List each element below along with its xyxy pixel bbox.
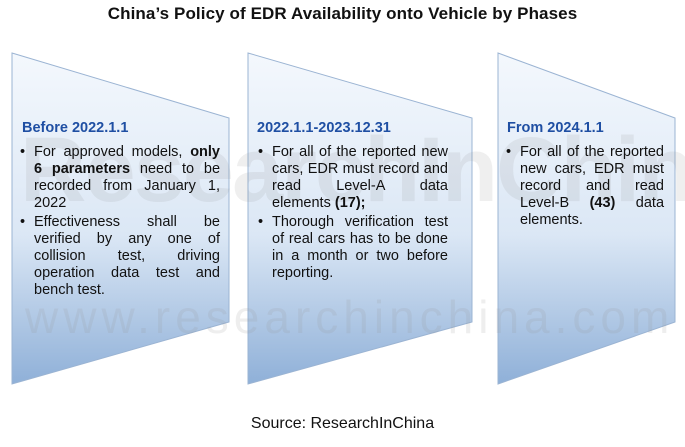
phase-2-bullets: For all of the reported new cars, EDR mu… — [258, 144, 448, 284]
phase-2-bullet-1: For all of the reported new cars, EDR mu… — [258, 144, 448, 212]
source-note: Source: ResearchInChina — [250, 415, 435, 432]
phase-3-heading: From 2024.1.1 — [507, 120, 604, 136]
phase-1-bullet-2-text: Effectiveness shall be verified by any o… — [34, 214, 220, 298]
phase-1-bullet-1-text-2: need to be recorded from January 1, 2022 — [34, 161, 221, 211]
phase-2-bullet-2: Thorough verification test of real cars … — [258, 214, 448, 282]
phase-1-bullet-1-text: For approved models, — [34, 144, 183, 160]
phase-3-bullet-1: For all of the reported new cars, EDR mu… — [506, 144, 664, 229]
phase-3-bullets: For all of the reported new cars, EDR mu… — [506, 144, 664, 231]
chart-title: China’s Policy of EDR Availability onto … — [107, 4, 578, 23]
phase-1-heading: Before 2022.1.1 — [22, 120, 129, 136]
phase-2-bullet-1-text: For all of the reported new cars, EDR mu… — [272, 144, 448, 211]
phase-3-bullet-1-bold: (43) — [589, 195, 616, 211]
phase-1-bullet-1: For approved models, only 6 parameters n… — [20, 144, 220, 212]
phase-3-bullet-1-text: For all of the reported new cars, EDR mu… — [520, 144, 664, 211]
phase-2-bullet-1-bold: (17); — [334, 195, 366, 211]
phase-2-bullet-2-text: Thorough verification test of real cars … — [272, 214, 448, 281]
phase-1-bullet-2: Effectiveness shall be verified by any o… — [20, 214, 220, 299]
phase-1-bullet-1-bold: only 6 parameters — [34, 144, 220, 177]
phase-1-bullets: For approved models, only 6 parameters n… — [20, 144, 220, 301]
phase-2-heading: 2022.1.1-2023.12.31 — [257, 120, 391, 136]
phase-3-bullet-1-text-2: data elements. — [520, 195, 665, 228]
